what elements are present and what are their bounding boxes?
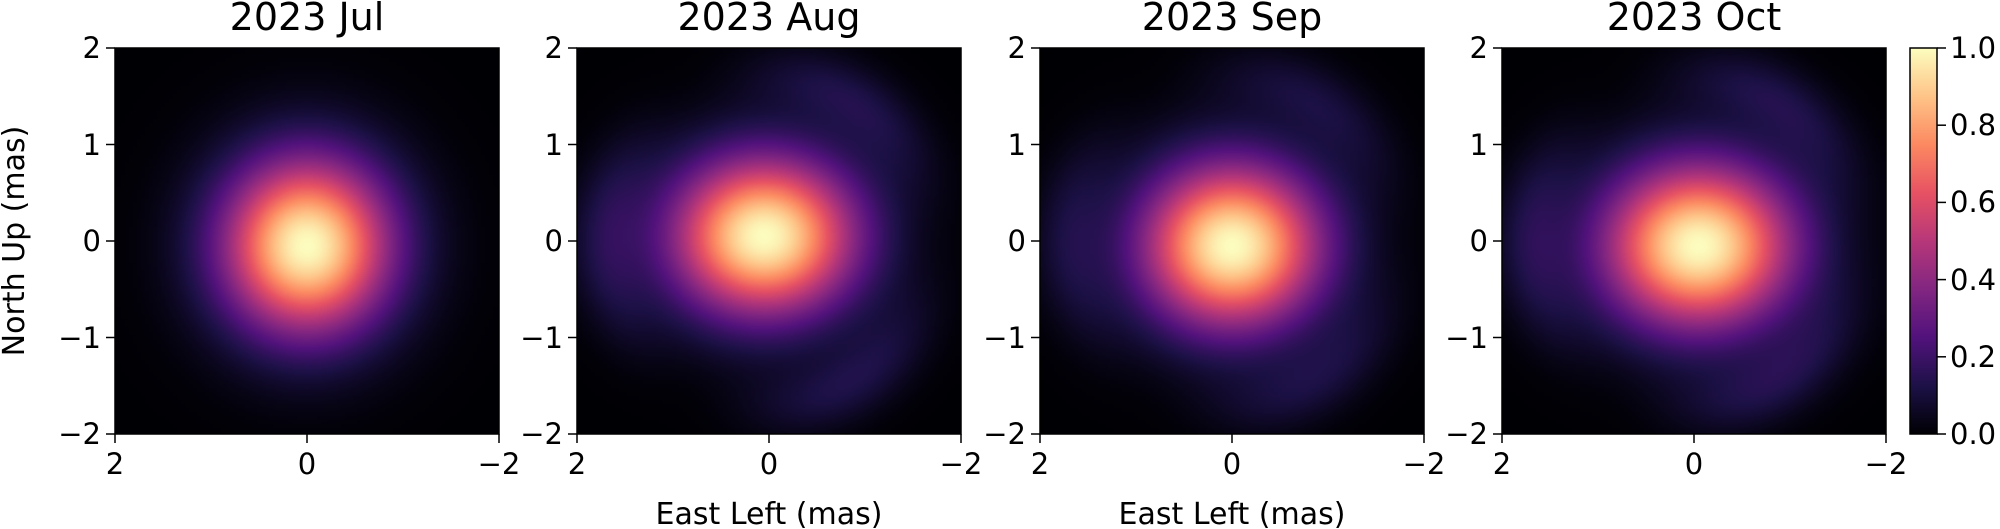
colorbar-tick-label: 0.2	[1950, 340, 1996, 374]
panel-3-xtick-label: 0	[1223, 447, 1241, 481]
panel-4-ytick-label: −2	[1445, 417, 1488, 451]
panel-1-xtick-label: 0	[298, 447, 316, 481]
colorbar-ticks	[1937, 47, 1946, 435]
panel-1-ytick-label: 1	[83, 128, 101, 162]
panel-1-title: 2023 Jul	[230, 0, 385, 39]
y-axis-label: North Up (mas)	[0, 126, 32, 357]
panel-4-xtick-label: 2	[1493, 447, 1511, 481]
panel-3-ytick-label: −1	[983, 321, 1026, 355]
panel-4-xtick-label: 0	[1685, 447, 1703, 481]
panel-4-heatmap	[1502, 48, 1886, 434]
colorbar-tick-label: 0.4	[1950, 263, 1996, 297]
panel-3-y-ticks	[1031, 47, 1040, 435]
panel-1-ytick-label: 2	[83, 31, 101, 65]
panel-2-title: 2023 Aug	[678, 0, 861, 39]
colorbar-tick-label: 0.0	[1950, 417, 1996, 451]
panel-2-heatmap	[577, 48, 961, 434]
colorbar-tick-label: 0.8	[1950, 108, 1996, 142]
panel-3-heatmap	[1040, 48, 1424, 434]
panel-4-ytick-label: 0	[1470, 224, 1488, 258]
panel-2-y-ticks	[568, 47, 577, 435]
panel-4: 2023 Oct 2 0 −2 2 1 0 −1 −2	[1445, 0, 1907, 481]
panel-4-xtick-label: −2	[1865, 447, 1908, 481]
panel-3-ytick-label: 1	[1008, 128, 1026, 162]
panel-3: 2023 Sep 2 0 −2 2 1 0 −1 −2 East Left (m…	[983, 0, 1445, 529]
panel-2-x-axis-label: East Left (mas)	[656, 497, 883, 529]
panel-3-xtick-label: 2	[1031, 447, 1049, 481]
panel-3-x-axis-label: East Left (mas)	[1119, 497, 1346, 529]
panel-4-x-ticks	[1501, 434, 1887, 443]
panel-3-ytick-label: −2	[983, 417, 1026, 451]
panel-4-ytick-label: 2	[1470, 31, 1488, 65]
panel-3-xtick-label: −2	[1403, 447, 1446, 481]
colorbar-tick-label: 1.0	[1950, 31, 1996, 65]
panel-2-ytick-label: −1	[520, 321, 563, 355]
panel-1: 2023 Jul 2 0 −2 2 1 0 −1 −2	[58, 0, 520, 481]
panel-3-ytick-label: 2	[1008, 31, 1026, 65]
panel-1-y-ticks	[106, 47, 115, 435]
colorbar-tick-label: 0.6	[1950, 185, 1996, 219]
panel-1-heatmap	[115, 48, 499, 434]
panel-1-ytick-label: −1	[58, 321, 101, 355]
panel-2-ytick-label: 2	[545, 31, 563, 65]
colorbar: 0.0 0.2 0.4 0.6 0.8 1.0	[1909, 31, 1996, 451]
panel-2-xtick-label: 2	[568, 447, 586, 481]
panel-3-x-ticks	[1039, 434, 1425, 443]
panel-1-x-ticks	[114, 434, 500, 443]
panel-4-y-ticks	[1493, 47, 1502, 435]
panel-2-ytick-label: 1	[545, 128, 563, 162]
panel-1-xtick-label: −2	[478, 447, 521, 481]
panel-4-ytick-label: −1	[1445, 321, 1488, 355]
panel-2: 2023 Aug 2 0 −2 2 1 0 −1 −2 East Left (m…	[520, 0, 982, 529]
panel-4-title: 2023 Oct	[1607, 0, 1782, 39]
panel-1-ytick-label: 0	[83, 224, 101, 258]
panel-2-x-ticks	[576, 434, 962, 443]
panel-2-ytick-label: 0	[545, 224, 563, 258]
panel-3-title: 2023 Sep	[1142, 0, 1322, 39]
panel-1-ytick-label: −2	[58, 417, 101, 451]
panel-2-xtick-label: −2	[940, 447, 983, 481]
panel-2-ytick-label: −2	[520, 417, 563, 451]
panel-3-ytick-label: 0	[1008, 224, 1026, 258]
colorbar-gradient	[1909, 47, 1938, 435]
panel-4-ytick-label: 1	[1470, 128, 1488, 162]
panel-2-xtick-label: 0	[760, 447, 778, 481]
panel-1-xtick-label: 2	[106, 447, 124, 481]
